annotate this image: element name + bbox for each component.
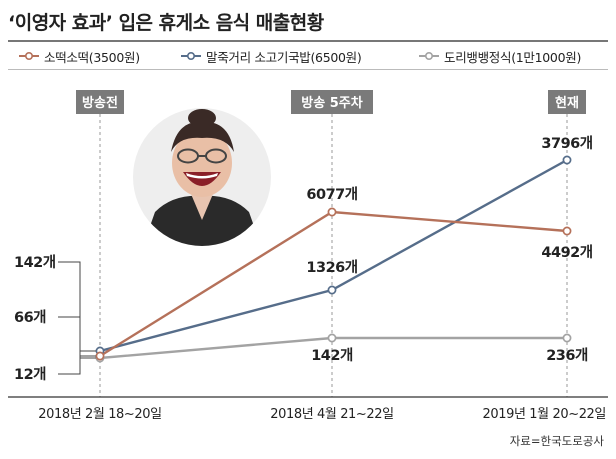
value-label-s2-p2: 1326개 <box>306 259 357 276</box>
laughing-woman-photo <box>133 108 271 246</box>
legend-label-1: 소떡소떡(3500원) <box>44 49 140 65</box>
period-tag-2 <box>291 90 373 114</box>
value-label-s3-p1: 66개 <box>14 309 46 326</box>
legend-label-3: 도리뱅뱅정식(1만1000원) <box>444 49 582 65</box>
series-1-point-2 <box>327 207 337 217</box>
leader-line-1 <box>58 261 96 352</box>
value-label-s1-p3: 4492개 <box>541 244 592 261</box>
value-label-s3-p2: 142개 <box>311 347 353 364</box>
series-2-point-2 <box>327 285 337 295</box>
value-label-s3-p3: 236개 <box>546 347 588 364</box>
x-tick-label-2: 2018년 4월 21~22일 <box>270 407 393 422</box>
source-note: 자료=한국도로공사 <box>509 434 604 448</box>
legend-marker-1 <box>19 51 39 61</box>
period-tag-label-1: 방송전 <box>82 95 118 111</box>
legend-item-1: 소떡소떡(3500원) <box>18 42 140 70</box>
series-1-point-1 <box>95 351 105 361</box>
value-label-s2-p3: 3796개 <box>541 135 592 152</box>
legend: 소떡소떡(3500원) 말죽거리 소고기국밥(6500원) 도리뱅뱅정식(1만1… <box>8 40 608 70</box>
legend-item-2: 말죽거리 소고기국밥(6500원) <box>180 42 362 70</box>
series-1-point-3 <box>562 226 572 236</box>
value-label-s2-p1: 142개 <box>14 254 56 271</box>
x-tick-label-1: 2018년 2월 18~20일 <box>38 407 161 422</box>
period-tag-label-3: 현재 <box>555 95 579 111</box>
series-3-point-2 <box>327 333 337 343</box>
period-tag-3 <box>548 90 586 114</box>
legend-label-2: 말죽거리 소고기국밥(6500원) <box>206 49 362 65</box>
leader-line-3 <box>58 355 96 375</box>
x-tick-label-3: 2019년 1월 20~22일 <box>483 407 606 422</box>
series-3-point-3 <box>562 333 572 343</box>
value-label-s1-p2: 6077개 <box>306 186 357 203</box>
legend-marker-3 <box>419 51 439 61</box>
legend-marker-2 <box>181 51 201 61</box>
chart-title: ‘이영자 효과’ 입은 휴게소 음식 매출현황 <box>8 12 324 34</box>
legend-item-3: 도리뱅뱅정식(1만1000원) <box>418 42 581 70</box>
value-label-s1-p1: 12개 <box>14 366 46 383</box>
period-tag-label-2: 방송 5주차 <box>301 95 362 111</box>
leader-line-2 <box>58 316 96 359</box>
series-2-point-3 <box>562 155 572 165</box>
period-tag-1 <box>76 90 124 114</box>
